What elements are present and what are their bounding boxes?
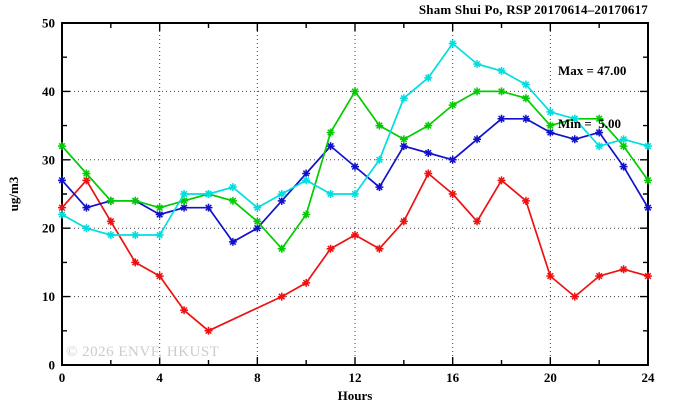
y-tick-label: 40 — [42, 84, 55, 99]
axis-ticks — [61, 22, 649, 366]
y-axis-label: ug/m3 — [6, 176, 21, 212]
series-red-markers — [58, 169, 652, 335]
x-axis-label: Hours — [337, 388, 373, 403]
x-tick-label: 4 — [156, 370, 163, 385]
series-green-markers — [58, 87, 652, 253]
y-tick-label: 20 — [42, 221, 55, 236]
min-label: Min = 5.00 — [558, 115, 622, 131]
chart-title: Sham Shui Po, RSP 20170614–20170617 — [418, 2, 648, 17]
watermark: © 2026 ENVF, HKUST — [66, 344, 220, 360]
max-label: Max = 47.00 — [558, 63, 627, 78]
y-tick-label: 10 — [42, 289, 55, 304]
y-tick-label: 30 — [42, 152, 55, 167]
y-tick-label: 50 — [42, 16, 55, 31]
x-tick-label: 8 — [254, 370, 261, 385]
x-tick-label: 12 — [349, 370, 362, 385]
x-tick-label: 0 — [59, 370, 66, 385]
x-tick-label: 24 — [642, 370, 656, 385]
series-cyan-markers — [58, 39, 652, 240]
y-tick-label: 0 — [49, 358, 56, 373]
x-tick-label: 20 — [544, 370, 557, 385]
maxmin-annotation: Max = 47.00 Min = 5.00 — [558, 27, 626, 167]
x-tick-label: 16 — [446, 370, 460, 385]
